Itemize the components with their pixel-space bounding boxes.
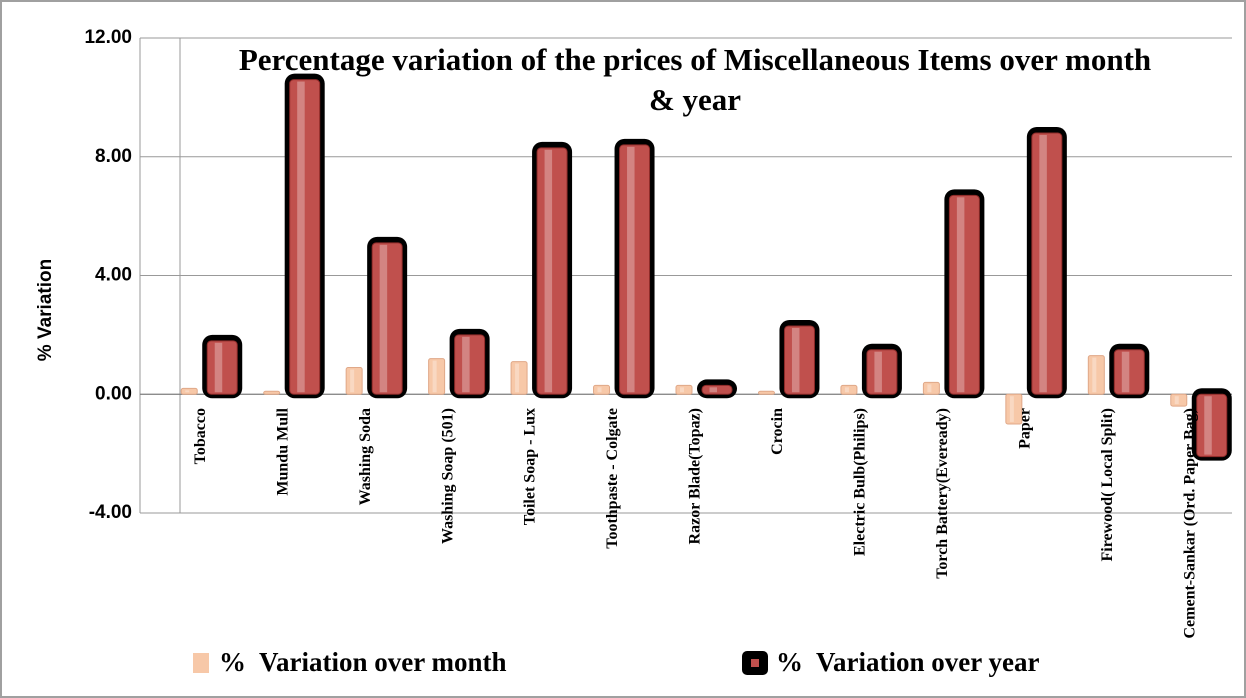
x-tick-label: Electric Bulb(Philips) [852, 408, 869, 556]
bar-highlight [379, 244, 388, 393]
bar [1196, 393, 1228, 458]
y-tick-label: -4.00 [89, 502, 132, 523]
bar-highlight [1174, 396, 1179, 405]
bar [1031, 132, 1063, 395]
x-tick-label: Crocin [769, 408, 786, 455]
legend-swatch [193, 653, 209, 673]
bar [757, 390, 775, 395]
bar [263, 390, 281, 395]
x-tick-label: Cement-Sankar (Ord. Paper Bag) [1181, 408, 1198, 639]
bar [922, 381, 940, 395]
bar [371, 242, 403, 395]
x-tick-label: Razor Blade(Topaz) [687, 408, 704, 544]
x-tick-label: Torch Battery(Eveready) [934, 408, 951, 579]
legend-label: % Variation over month [219, 647, 507, 677]
y-tick-label: 12.00 [84, 27, 132, 48]
x-tick-label: Firewood( Local Split) [1099, 408, 1116, 561]
legend-swatch-inner [751, 659, 759, 667]
y-axis-label: % Variation [35, 259, 56, 361]
x-tick-label: Washing Soap (501) [439, 408, 456, 544]
y-tick-label: 8.00 [95, 146, 132, 167]
x-tick-label: Tobacco [192, 408, 209, 464]
bar-highlight [791, 327, 800, 393]
bar [206, 340, 238, 395]
x-tick-label: Mundu Mull [274, 407, 291, 495]
bar [510, 361, 528, 395]
bar [1087, 355, 1105, 395]
bar [675, 384, 693, 395]
bar-highlight [844, 387, 849, 393]
bar [180, 387, 198, 395]
bar-highlight [297, 81, 305, 393]
y-tick-label: 0.00 [95, 383, 132, 404]
bar-highlight [874, 351, 882, 393]
x-tick-label: Toilet Soap - Lux [522, 408, 539, 525]
x-tick-label: Paper [1017, 408, 1034, 449]
bar [1113, 349, 1145, 395]
y-tick-label: 4.00 [95, 265, 132, 286]
bar [840, 384, 858, 395]
bar-highlight [597, 387, 602, 393]
bar-highlight [214, 342, 223, 393]
bar-highlight [927, 384, 932, 393]
bar-highlight [432, 360, 437, 393]
bar-highlight [709, 387, 717, 393]
x-tick-label: Washing Soda [357, 408, 374, 505]
bar-highlight [680, 387, 684, 393]
bar-highlight [1204, 396, 1212, 455]
bar-highlight [185, 390, 190, 393]
bar [345, 367, 363, 395]
bar [536, 147, 568, 395]
bar-highlight [1039, 135, 1047, 393]
bar-highlight [515, 363, 520, 393]
bar [866, 349, 898, 395]
bar [454, 334, 486, 395]
legend-label: % Variation over year [776, 647, 1039, 677]
bar [948, 194, 980, 395]
bar [701, 384, 733, 395]
bar [619, 144, 651, 395]
bar [289, 79, 321, 395]
x-tick-label: Toothpaste - Colgate [604, 408, 621, 549]
bar [593, 384, 611, 395]
chart-title: Percentage variation of the prices of Mi… [238, 42, 1152, 117]
bar-highlight [956, 197, 965, 393]
bar-highlight [1092, 357, 1097, 393]
bar [1170, 393, 1188, 407]
bar-highlight [1009, 396, 1014, 422]
bar-highlight [350, 369, 355, 393]
bar-highlight [544, 149, 553, 393]
bar-highlight [627, 146, 635, 393]
bar-highlight [1121, 351, 1130, 393]
bar [1005, 393, 1023, 425]
bar [428, 358, 446, 395]
bar [783, 325, 815, 395]
bar-highlight [462, 336, 470, 393]
